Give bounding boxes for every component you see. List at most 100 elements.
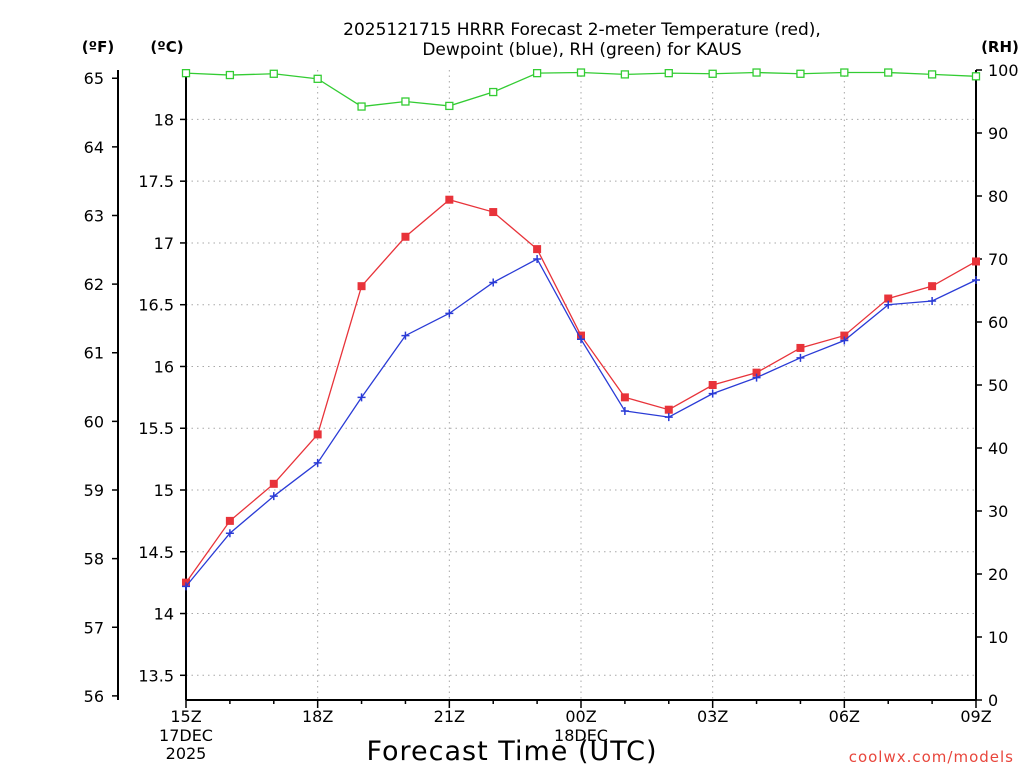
axes xyxy=(112,69,982,708)
dewpoint-marker xyxy=(708,389,717,398)
rh-marker xyxy=(796,69,805,78)
rh-marker xyxy=(225,70,235,80)
rh-tick-label: 80 xyxy=(988,187,1008,206)
x-tick-label: 15Z xyxy=(170,707,201,726)
chart-title-line-2: Dewpoint (blue), RH (green) for KAUS xyxy=(422,40,741,60)
temperature-marker xyxy=(752,368,761,377)
rh-marker xyxy=(489,87,498,97)
rh-tick-label: 0 xyxy=(988,691,998,710)
rh-marker xyxy=(445,101,454,111)
x-tick-sublabel: 2025 xyxy=(166,744,207,763)
x-tick-label: 09Z xyxy=(960,707,991,726)
fahrenheit-tick-label: 62 xyxy=(84,275,104,294)
rh-tick-label: 30 xyxy=(988,502,1008,521)
celsius-tick-label: 16 xyxy=(154,357,174,376)
series xyxy=(181,68,981,591)
dewpoint-marker xyxy=(357,393,366,402)
rh-marker xyxy=(971,72,981,81)
celsius-tick-label: 15.5 xyxy=(138,419,174,438)
dewpoint-marker xyxy=(269,492,278,501)
rh-line xyxy=(185,71,977,108)
fahrenheit-tick-label: 57 xyxy=(84,618,104,637)
rh-tick-label: 40 xyxy=(988,439,1008,458)
temperature-marker xyxy=(928,282,937,291)
x-tick-sublabel: 18DEC xyxy=(554,726,608,745)
x-tick-sublabel: 17DEC xyxy=(159,726,213,745)
temperature-marker xyxy=(445,195,454,204)
chart-title-line-1: 2025121715 HRRR Forecast 2-meter Tempera… xyxy=(343,20,821,40)
temperature-marker xyxy=(225,516,234,525)
fahrenheit-tick-label: 56 xyxy=(84,687,104,706)
temperature-marker xyxy=(840,331,849,340)
dewpoint-marker xyxy=(489,278,498,287)
tick-labels: 56 57 58 59 60 61 62 63 64 65 13.5 14 14.5 15 15.5 16 16… xyxy=(84,61,1019,763)
temperature-marker xyxy=(884,294,893,303)
x-tick-label: 06Z xyxy=(829,707,860,726)
celsius-tick-label: 17.5 xyxy=(138,172,174,191)
fahrenheit-tick-label: 60 xyxy=(84,412,104,431)
rh-tick-label: 100 xyxy=(988,61,1019,80)
temperature-marker xyxy=(401,232,410,241)
rh-tick-label: 90 xyxy=(988,124,1008,143)
rh-marker xyxy=(357,102,366,111)
celsius-tick-label: 14 xyxy=(154,605,174,624)
temperature-marker xyxy=(533,245,542,254)
x-tick-label: 03Z xyxy=(697,707,728,726)
celsius-tick-label: 13.5 xyxy=(138,666,174,685)
x-axis-label: Forecast Time (UTC) xyxy=(366,736,657,767)
unit-label-celsius: (ºC) xyxy=(150,38,183,56)
credit-text: coolwx.com/models xyxy=(849,748,1014,766)
rh-marker xyxy=(752,68,761,77)
rh-marker xyxy=(532,69,542,78)
dewpoint-marker xyxy=(928,297,937,305)
dewpoint-marker xyxy=(664,413,673,422)
celsius-tick-label: 15 xyxy=(154,481,174,500)
temperature-marker xyxy=(796,343,805,352)
fahrenheit-tick-label: 59 xyxy=(84,481,104,500)
dewpoint-marker xyxy=(972,276,980,284)
temperature-marker xyxy=(357,282,366,291)
rh-marker xyxy=(401,97,410,106)
temperature-marker xyxy=(313,430,322,439)
celsius-tick-label: 16.5 xyxy=(138,296,174,315)
temperature-marker xyxy=(269,479,278,488)
celsius-tick-label: 14.5 xyxy=(138,543,174,562)
x-tick-label: 21Z xyxy=(434,707,465,726)
rh-marker xyxy=(840,68,849,77)
temperature-marker xyxy=(620,393,629,402)
dewpoint-marker xyxy=(225,529,234,538)
rh-tick-label: 50 xyxy=(988,376,1008,395)
temperature-marker xyxy=(489,208,498,217)
temperature-marker xyxy=(972,257,980,266)
rh-marker xyxy=(664,69,673,78)
temperature-marker xyxy=(708,381,717,389)
rh-marker xyxy=(181,69,191,78)
dewpoint-marker xyxy=(752,373,761,382)
dewpoint-marker xyxy=(313,458,322,467)
fahrenheit-tick-label: 65 xyxy=(84,69,104,88)
dewpoint-marker xyxy=(796,353,805,362)
dewpoint-marker xyxy=(577,335,585,344)
dewpoint-marker xyxy=(401,331,410,340)
dewpoint-marker xyxy=(533,255,542,263)
rh-tick-label: 60 xyxy=(988,313,1008,332)
celsius-tick-label: 17 xyxy=(154,234,174,253)
rh-tick-label: 70 xyxy=(988,250,1008,269)
dewpoint-marker xyxy=(445,309,454,318)
rh-marker xyxy=(620,70,630,79)
rh-marker xyxy=(576,68,586,77)
rh-marker xyxy=(884,68,893,77)
x-tick-label: 00Z xyxy=(565,707,596,726)
dewpoint-marker xyxy=(840,336,849,345)
rh-marker xyxy=(269,69,278,78)
fahrenheit-tick-label: 61 xyxy=(84,344,104,363)
rh-marker xyxy=(708,69,717,78)
celsius-tick-label: 18 xyxy=(154,110,174,129)
fahrenheit-tick-label: 58 xyxy=(84,550,104,569)
temperature-marker xyxy=(664,405,673,414)
fahrenheit-tick-label: 64 xyxy=(84,138,104,157)
unit-label-rh: (RH) xyxy=(981,38,1019,56)
grid xyxy=(186,70,976,700)
rh-marker xyxy=(313,74,322,83)
